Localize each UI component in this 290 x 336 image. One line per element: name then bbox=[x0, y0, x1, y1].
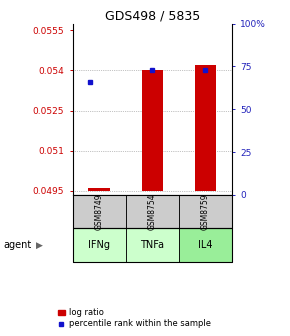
Text: IFNg: IFNg bbox=[88, 240, 110, 250]
Text: GSM8754: GSM8754 bbox=[148, 193, 157, 230]
Text: IL4: IL4 bbox=[198, 240, 213, 250]
Bar bbox=[195, 65, 216, 191]
Bar bbox=[142, 70, 163, 191]
Text: GSM8759: GSM8759 bbox=[201, 193, 210, 230]
Legend: log ratio, percentile rank within the sample: log ratio, percentile rank within the sa… bbox=[56, 307, 213, 330]
Text: ▶: ▶ bbox=[36, 241, 43, 250]
Title: GDS498 / 5835: GDS498 / 5835 bbox=[105, 9, 200, 23]
Text: GSM8749: GSM8749 bbox=[95, 193, 104, 230]
Bar bbox=[88, 188, 110, 191]
Text: TNFa: TNFa bbox=[140, 240, 164, 250]
Text: agent: agent bbox=[3, 240, 31, 250]
